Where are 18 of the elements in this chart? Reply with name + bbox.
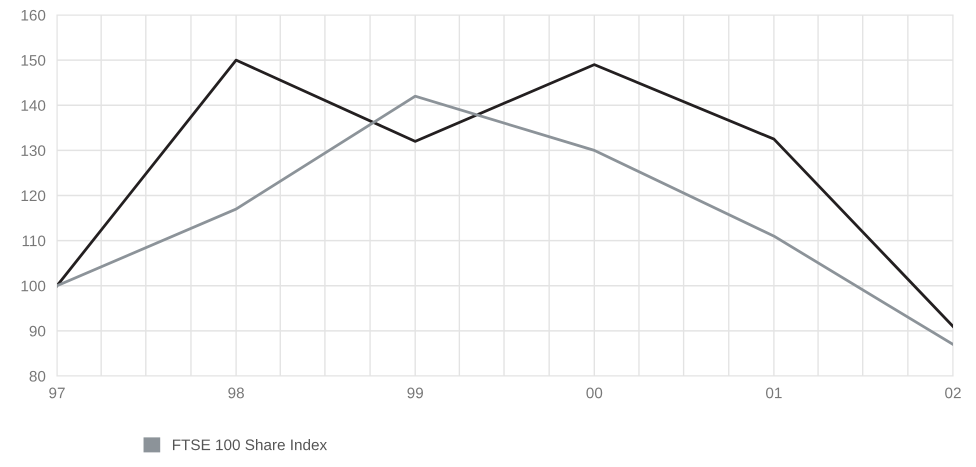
- line-series: [57, 94, 953, 346]
- legend-label: FTSE 100 Share Index: [172, 439, 327, 450]
- y-tick-label: 110: [22, 235, 46, 246]
- y-tick-label: 100: [22, 280, 46, 292]
- y-tick-label: 120: [22, 190, 46, 202]
- y-tick-label: 80: [30, 370, 46, 382]
- y-tick-label: 160: [22, 10, 46, 21]
- y-tick-label: 130: [22, 145, 46, 156]
- x-tick-label: 00: [586, 388, 602, 398]
- line-series: [57, 58, 953, 328]
- x-tick-label: 99: [407, 388, 423, 398]
- y-tick-label: 90: [30, 326, 46, 337]
- x-tick-label: 98: [228, 388, 244, 398]
- x-tick-label: 02: [945, 388, 961, 398]
- x-tick-label: 97: [49, 388, 65, 398]
- y-tick-label: 150: [22, 54, 46, 66]
- x-tick-label: 01: [766, 388, 782, 398]
- y-tick-label: 140: [22, 100, 46, 111]
